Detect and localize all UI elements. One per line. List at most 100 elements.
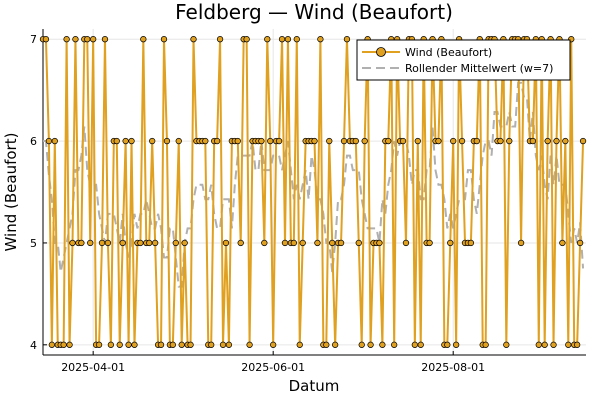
wind-data-point <box>172 239 179 247</box>
wind-data-point <box>107 341 115 348</box>
legend: Wind (Beaufort) Rollender Mittelwert (w=… <box>356 39 571 81</box>
y-tick-label: 5 <box>30 237 37 250</box>
wind-data-point <box>137 239 144 247</box>
wind-data-point <box>535 341 542 348</box>
axes <box>42 29 586 356</box>
wind-data-point <box>317 36 324 43</box>
wind-data-point <box>146 239 153 247</box>
wind-data-point <box>358 341 365 348</box>
wind-data-point <box>101 36 109 43</box>
plot-area <box>39 36 587 348</box>
wind-data-point <box>576 239 584 247</box>
wind-data-point <box>343 36 351 43</box>
wind-data-point <box>314 239 321 247</box>
x-tick-label: 2025-08-01 <box>421 361 485 374</box>
wind-data-point <box>379 341 386 348</box>
wind-data-point <box>163 137 171 145</box>
wind-data-point <box>267 137 274 145</box>
legend-box <box>356 39 571 81</box>
wind-data-point <box>367 341 374 348</box>
wind-data-point <box>131 341 138 348</box>
wind-data-point <box>385 137 392 145</box>
wind-data-point <box>95 341 103 348</box>
chart-title: Feldberg — Wind (Beaufort) <box>175 0 453 24</box>
legend-label-wind: Wind (Beaufort) <box>405 46 492 59</box>
wind-data-point <box>559 239 566 247</box>
y-axis-title: Wind (Beaufort) <box>2 133 20 252</box>
wind-data-point <box>128 137 135 145</box>
wind-data-point <box>553 137 560 145</box>
wind-data-point <box>48 341 55 348</box>
wind-data-point <box>42 36 50 43</box>
wind-data-point <box>284 36 292 43</box>
wind-data-point <box>473 137 480 145</box>
wind-data-point <box>264 36 271 43</box>
wind-data-point <box>482 341 489 348</box>
wind-data-point <box>414 137 421 145</box>
wind-data-point <box>355 239 362 247</box>
wind-data-point <box>237 239 244 247</box>
wind-data-point <box>116 341 123 348</box>
legend-swatch-wind-marker <box>376 47 386 57</box>
wind-data-point <box>151 239 159 247</box>
wind-data-point <box>234 137 241 145</box>
x-axis-title: Datum <box>289 377 340 395</box>
legend-label-rolling: Rollender Mittelwert (w=7) <box>405 62 553 75</box>
wind-data-point <box>326 137 333 145</box>
wind-data-point <box>299 239 306 247</box>
wind-data-point <box>261 239 268 247</box>
wind-data-point <box>340 137 348 145</box>
wind-data-point <box>169 341 177 348</box>
wind-data-point <box>140 36 147 43</box>
wind-data-point <box>311 137 318 145</box>
x-tick-label: 2025-04-01 <box>61 361 125 374</box>
wind-data-point <box>497 137 504 145</box>
wind-data-point <box>579 137 587 145</box>
wind-data-point <box>202 137 209 145</box>
wind-data-point <box>323 341 330 348</box>
wind-data-point <box>453 341 460 348</box>
wind-data-point <box>243 36 250 43</box>
wind-data-point <box>157 341 165 348</box>
wind-data-point <box>402 239 410 247</box>
wind-data-point <box>447 239 454 247</box>
wind-data-point <box>208 341 215 348</box>
wind-data-point <box>544 137 551 145</box>
x-ticks: 2025-04-01 2025-06-01 2025-08-01 <box>61 351 485 374</box>
wind-data-point <box>78 239 85 247</box>
wind-data-point <box>45 137 53 145</box>
wind-data-point <box>293 36 300 43</box>
wind-data-point <box>270 341 277 348</box>
y-tick-label: 7 <box>30 33 37 46</box>
wind-data-point <box>125 341 132 348</box>
wind-data-point <box>69 239 76 247</box>
wind-data-point <box>275 137 283 145</box>
wind-data-point <box>281 239 289 247</box>
wind-data-point <box>529 137 537 145</box>
wind-data-point <box>337 239 345 247</box>
wind-data-point <box>51 137 58 145</box>
wind-data-point <box>84 36 91 43</box>
wind-data-point <box>376 239 383 247</box>
y-tick-label: 6 <box>30 135 37 148</box>
wind-data-point <box>72 36 79 43</box>
wind-data-point <box>190 36 197 43</box>
wind-data-point <box>149 137 156 145</box>
wind-data-point <box>562 137 569 145</box>
wind-data-point <box>181 239 188 247</box>
wind-data-point <box>160 36 168 43</box>
wind-data-point <box>187 341 194 348</box>
wind-data-point <box>296 341 303 348</box>
wind-data-point <box>216 36 224 43</box>
wind-data-point <box>467 239 475 247</box>
y-tick-label: 4 <box>30 339 37 352</box>
wind-data-point <box>98 239 106 247</box>
wind-data-point <box>450 137 457 145</box>
wind-data-point <box>213 137 221 145</box>
wind-data-point <box>290 239 297 247</box>
wind-data-point <box>458 137 466 145</box>
wind-data-point <box>503 341 510 348</box>
x-tick-label: 2025-06-01 <box>241 361 305 374</box>
wind-data-point <box>119 239 126 247</box>
